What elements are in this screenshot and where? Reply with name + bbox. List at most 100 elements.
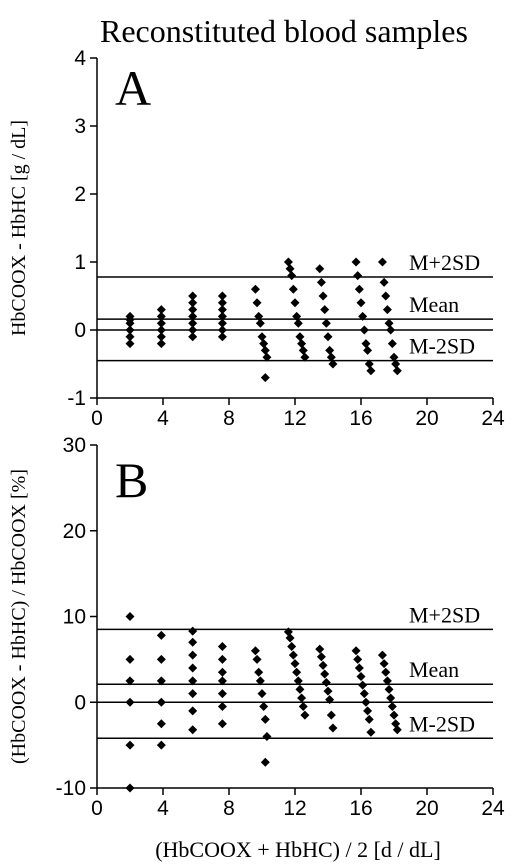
data-point xyxy=(250,646,260,656)
data-point xyxy=(359,325,369,335)
data-point xyxy=(285,633,295,643)
data-point xyxy=(257,332,267,342)
data-point xyxy=(156,630,166,640)
data-point xyxy=(188,637,198,647)
data-point xyxy=(297,693,307,703)
data-point xyxy=(217,654,227,664)
data-point xyxy=(283,257,293,267)
data-point xyxy=(325,695,335,705)
data-point xyxy=(156,740,166,750)
data-point xyxy=(288,650,298,660)
data-point xyxy=(325,345,335,355)
data-point xyxy=(252,654,262,664)
data-point xyxy=(386,325,396,335)
data-point xyxy=(188,332,198,342)
data-point xyxy=(250,284,260,294)
data-point xyxy=(125,339,135,349)
data-point xyxy=(259,702,269,712)
data-point xyxy=(188,298,198,308)
y-tick-label: 30 xyxy=(63,434,86,457)
y-tick-label: -1 xyxy=(67,387,86,410)
data-point xyxy=(288,284,298,294)
data-point xyxy=(321,318,331,328)
data-point xyxy=(188,626,198,636)
data-point xyxy=(298,345,308,355)
data-point xyxy=(156,305,166,315)
data-point xyxy=(318,291,328,301)
x-tick-label: 24 xyxy=(481,407,505,430)
data-point xyxy=(156,676,166,686)
panel-a: 0 4 8 12 16 20 24-101234M+2SDMeanM-2SDAHbCOOX … xyxy=(8,47,505,430)
data-point xyxy=(351,257,361,267)
data-point xyxy=(328,359,338,369)
data-point xyxy=(315,644,325,654)
data-point xyxy=(377,257,387,267)
data-point xyxy=(188,650,198,660)
data-point xyxy=(354,663,364,673)
data-point xyxy=(364,714,374,724)
data-point xyxy=(358,680,368,690)
data-point xyxy=(285,264,295,274)
reference-line-label: M+2SD xyxy=(409,250,480,275)
data-point xyxy=(382,676,392,686)
data-point xyxy=(257,689,267,699)
data-point xyxy=(188,676,198,686)
y-tick-label: 10 xyxy=(63,606,86,629)
x-tick-label: 12 xyxy=(283,797,306,820)
x-tick-label: 20 xyxy=(415,407,438,430)
x-tick-label: 16 xyxy=(349,797,372,820)
data-point xyxy=(326,352,336,362)
data-point xyxy=(361,339,371,349)
reference-line-label: M-2SD xyxy=(409,711,475,736)
reference-line-label: M+2SD xyxy=(409,602,480,627)
y-tick-label: 0 xyxy=(74,691,86,714)
data-point xyxy=(389,710,399,720)
data-point xyxy=(188,663,198,673)
data-point xyxy=(287,642,297,652)
data-point xyxy=(363,345,373,355)
data-point xyxy=(351,646,361,656)
data-point xyxy=(387,339,397,349)
data-point xyxy=(156,311,166,321)
y-tick-label: -10 xyxy=(56,777,86,800)
data-point xyxy=(287,271,297,281)
data-point xyxy=(315,264,325,274)
data-point xyxy=(381,291,391,301)
panel-b: 0 4 8 12 16 20 24-100102030M+2SDMeanM-2SDB(HbC… xyxy=(8,434,505,820)
x-axis-label: (HbCOOX + HbHC) / 2 [d / dL] xyxy=(155,837,441,862)
data-point xyxy=(318,660,328,670)
data-point xyxy=(323,332,333,342)
data-point xyxy=(326,710,336,720)
data-point xyxy=(217,689,227,699)
data-point xyxy=(295,684,305,694)
data-point xyxy=(255,318,265,328)
data-point xyxy=(217,318,227,328)
data-point xyxy=(292,311,302,321)
data-point xyxy=(358,311,368,321)
data-point xyxy=(255,676,265,686)
data-point xyxy=(321,678,331,688)
x-tick-label: 8 xyxy=(223,407,235,430)
data-point xyxy=(156,719,166,729)
data-point xyxy=(217,676,227,686)
data-point xyxy=(260,373,270,383)
x-tick-label: 20 xyxy=(415,797,438,820)
data-point xyxy=(379,659,389,669)
x-tick-label: 8 xyxy=(223,797,235,820)
data-point xyxy=(125,325,135,335)
data-point xyxy=(188,725,198,735)
data-point xyxy=(356,672,366,682)
x-tick-label: 16 xyxy=(349,407,372,430)
data-point xyxy=(292,667,302,677)
data-point xyxy=(354,284,364,294)
data-point xyxy=(125,697,135,707)
data-point xyxy=(320,669,330,679)
data-point xyxy=(293,676,303,686)
data-point xyxy=(217,332,227,342)
x-tick-label: 12 xyxy=(283,407,306,430)
data-point xyxy=(217,291,227,301)
data-point xyxy=(320,305,330,315)
data-point xyxy=(188,689,198,699)
data-point xyxy=(125,783,135,793)
y-axis-label: HbCOOX - HbHC [g / dL] xyxy=(8,120,30,336)
